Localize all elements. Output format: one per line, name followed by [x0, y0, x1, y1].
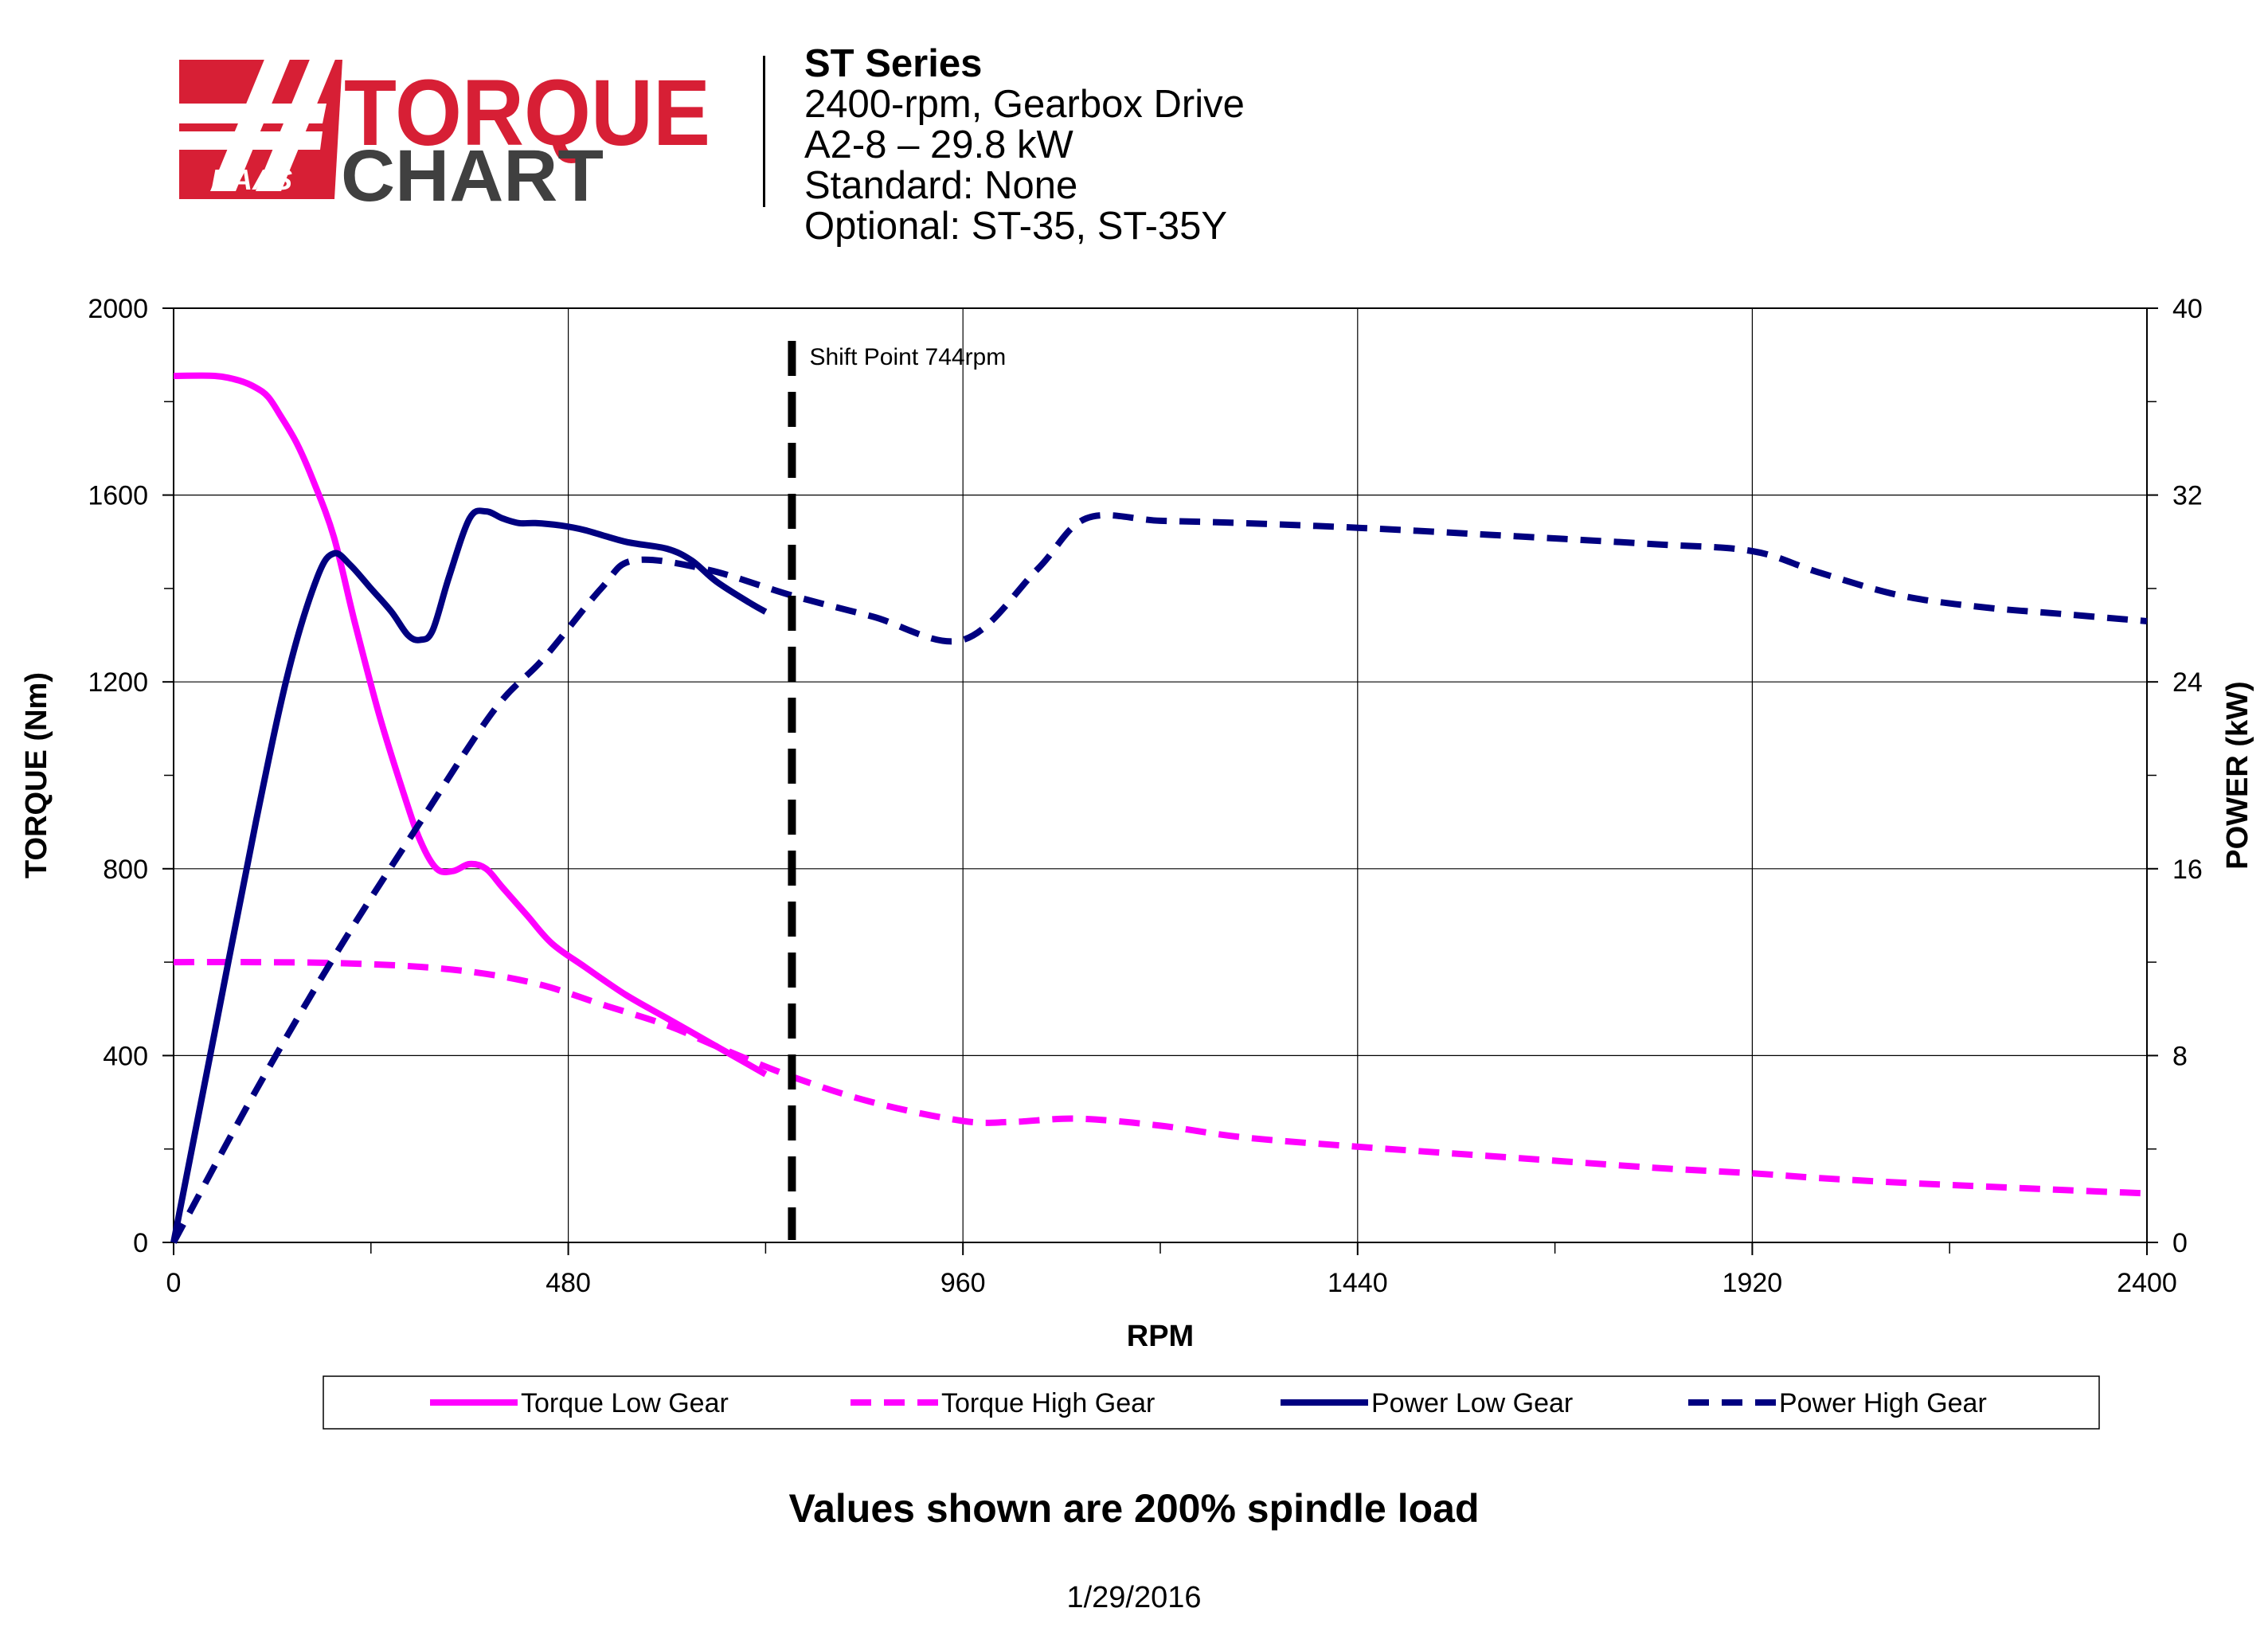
header-line-optional: Optional: ST-35, ST-35Y [804, 205, 1228, 248]
x-tick-label: 1920 [1723, 1268, 1783, 1298]
y2-tick-label: 0 [2172, 1228, 2188, 1258]
y-tick-label: 0 [133, 1228, 148, 1258]
shift-point-label: Shift Point 744rpm [809, 344, 1006, 370]
header-line-standard: Standard: None [804, 164, 1078, 207]
logo-slash-1 [210, 48, 295, 191]
x-tick-label: 480 [545, 1268, 591, 1298]
y2-axis-title: POWER (kW) [2221, 681, 2254, 869]
y2-tick-label: 8 [2172, 1041, 2188, 1071]
y-tick-label: 800 [103, 855, 148, 885]
footer-note: Values shown are 200% spindle load [788, 1486, 1480, 1531]
header-line-drive: 2400-rpm, Gearbox Drive [804, 83, 1245, 126]
y-tick-label: 2000 [88, 294, 148, 324]
legend-box [323, 1375, 2100, 1430]
logo-word-chart: CHART [341, 135, 604, 217]
x-tick-label: 2400 [2117, 1268, 2177, 1298]
header-line-rating: A2-8 – 29.8 kW [804, 123, 1073, 166]
y2-tick-label: 40 [2172, 294, 2203, 324]
y2-tick-label: 24 [2172, 667, 2203, 698]
y-axis-title: TORQUE (Nm) [20, 672, 53, 878]
series-power-high-gear [170, 511, 2148, 1244]
haas-logo: HAAS TORQUE CHART [156, 48, 710, 217]
legend-label: Torque Low Gear [521, 1388, 729, 1418]
series-title: ST Series [804, 42, 983, 85]
logo-word-torque: TORQUE [344, 61, 710, 166]
series-torque-high-gear [173, 959, 2148, 1197]
x-tick-label: 960 [940, 1268, 986, 1298]
footer-date: 1/29/2016 [1066, 1581, 1202, 1614]
legend-label: Power Low Gear [1371, 1388, 1573, 1418]
x-axis-title: RPM [1127, 1320, 1194, 1353]
header-divider [763, 56, 765, 207]
y-tick-label: 1200 [88, 667, 148, 698]
logo-slash-2 [256, 48, 340, 191]
legend-label: Torque High Gear [941, 1388, 1155, 1418]
plot-frame [173, 307, 2148, 1243]
series-torque-low-gear [173, 372, 768, 1078]
y2-tick-label: 16 [2172, 855, 2203, 885]
y-tick-label: 1600 [88, 481, 148, 511]
logo-stripe-upper [156, 104, 327, 123]
x-tick-label: 0 [166, 1268, 182, 1298]
logo-brand-text: HAAS [211, 163, 292, 196]
y2-tick-label: 32 [2172, 481, 2203, 511]
chart-header: ST Series 2400-rpm, Gearbox Drive A2-8 –… [804, 44, 1245, 247]
x-tick-label: 1440 [1328, 1268, 1388, 1298]
legend-label: Power High Gear [1779, 1388, 1987, 1418]
y-tick-label: 400 [103, 1041, 148, 1071]
series-power-low-gear [170, 507, 768, 1243]
